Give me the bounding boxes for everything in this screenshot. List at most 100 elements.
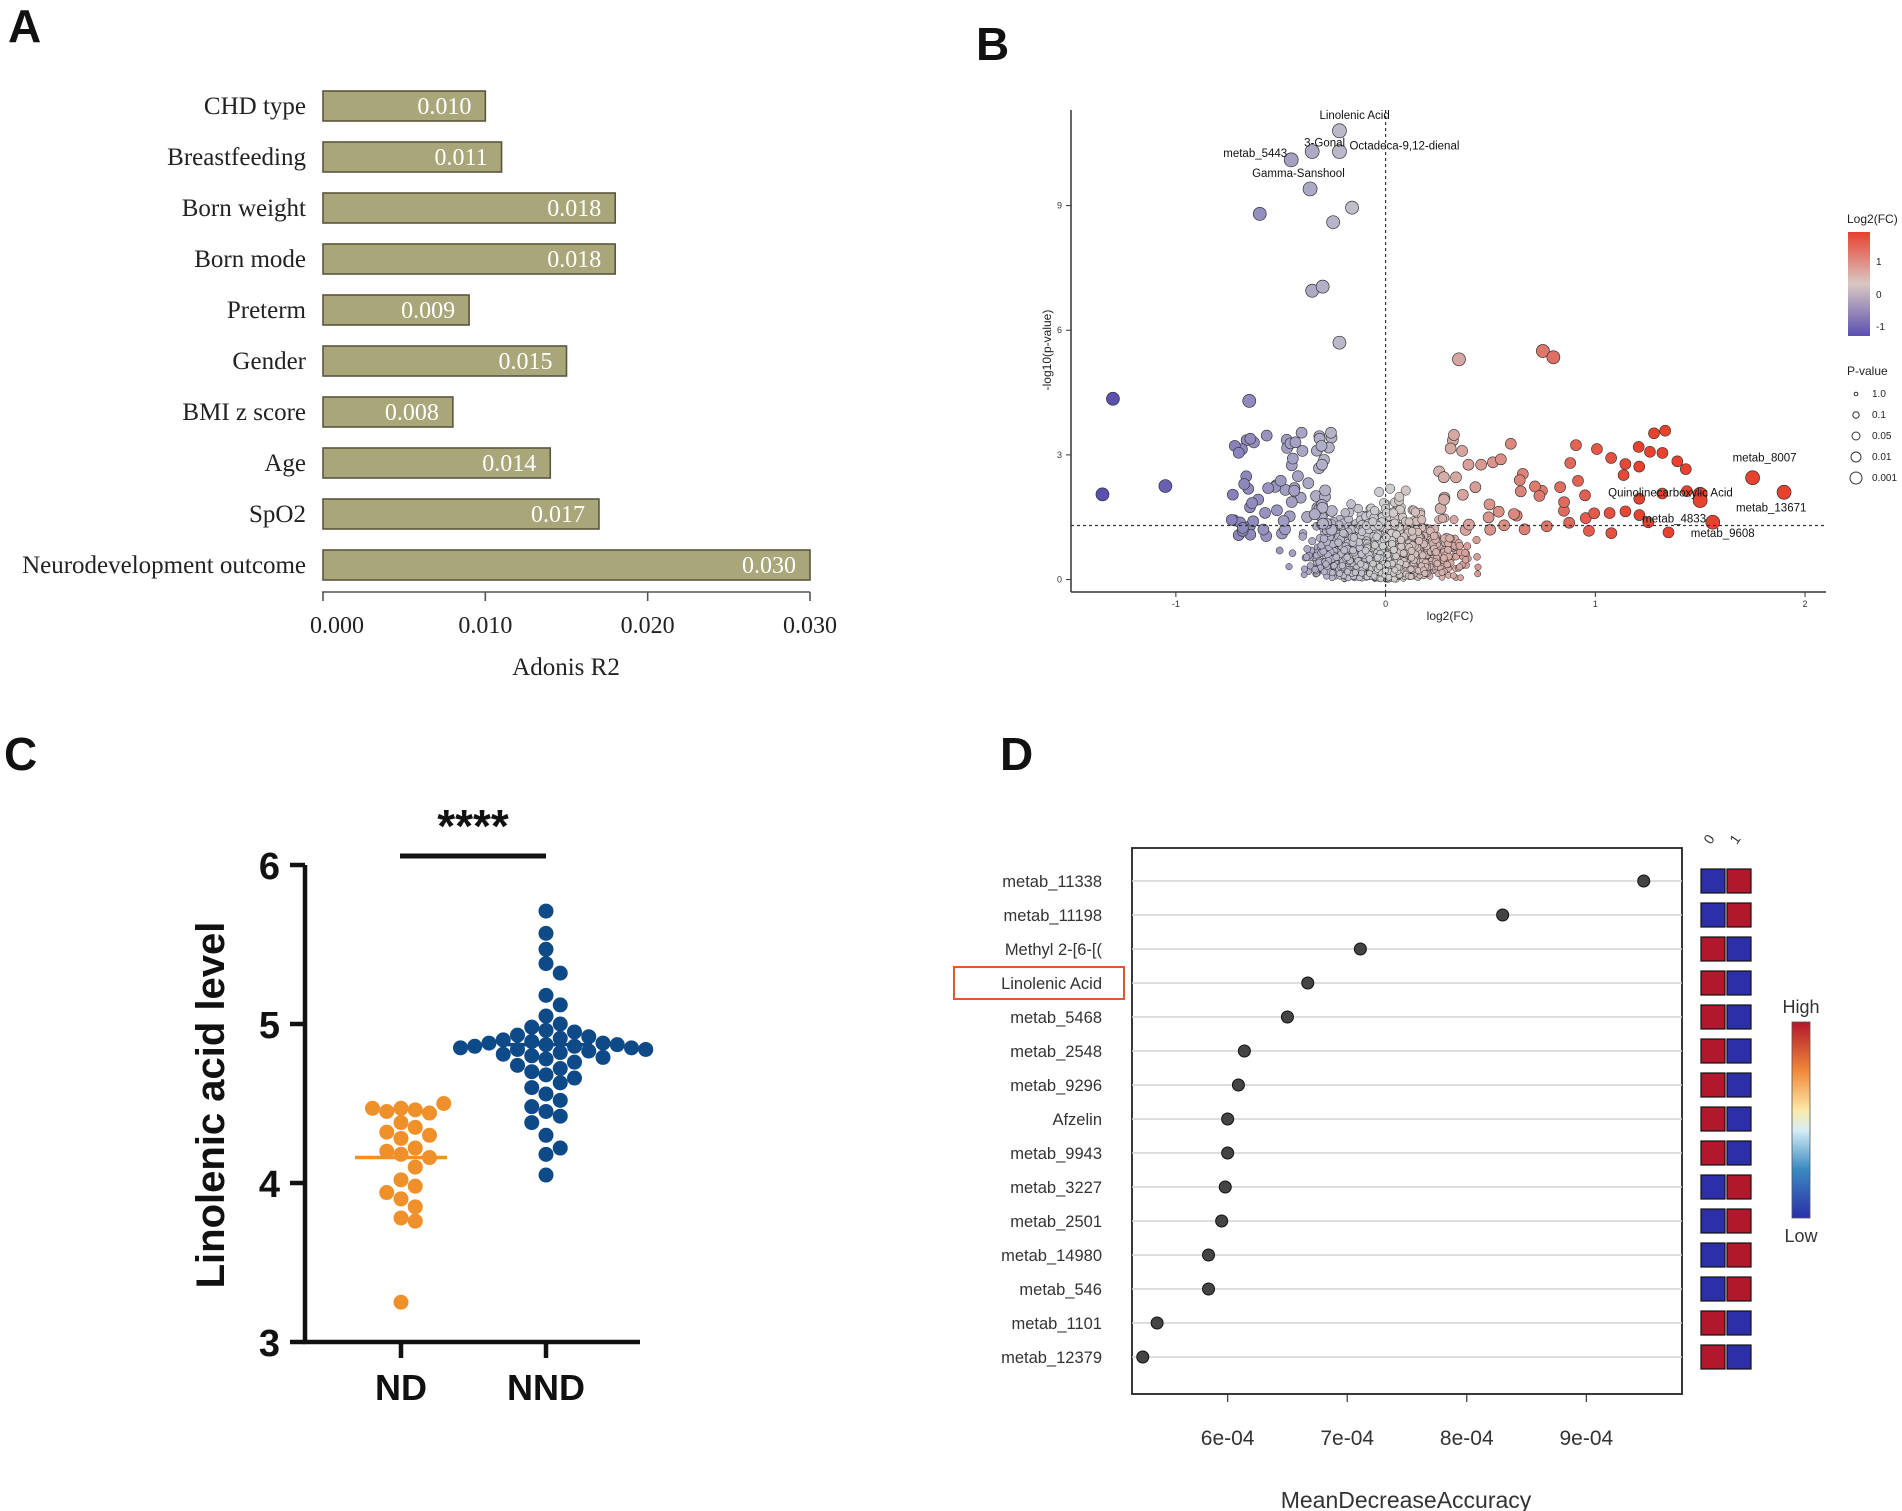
c-dot-nnd [524, 1099, 540, 1115]
d-category-label: Methyl 2-[6-[( [1005, 941, 1103, 959]
c-dot-nnd [567, 1054, 582, 1070]
b-legend-size-label: 0.05 [1872, 431, 1892, 442]
d-heatmap-cell [1726, 1276, 1752, 1302]
d-category-label: metab_14980 [1001, 1247, 1102, 1265]
b-background-point [1633, 492, 1646, 505]
b-background-point [1554, 481, 1566, 493]
d-heatmap-column-label: 1 [1726, 831, 1744, 847]
d-heatmap-cell [1700, 1310, 1726, 1336]
d-heatmap-cell [1700, 1276, 1726, 1302]
b-background-point [1583, 525, 1595, 537]
d-heatmap-cell [1726, 1072, 1752, 1098]
b-background-point [1288, 549, 1297, 557]
c-dot-nd [393, 1294, 409, 1310]
a-category-label: Breastfeeding [167, 144, 306, 171]
b-background-point [1407, 527, 1417, 536]
b-point-label: Octadeca-9,12-dienal [1349, 141, 1459, 153]
b-legend-size-key [1851, 431, 1861, 441]
b-background-point [1564, 457, 1577, 469]
d-heatmap-cell [1726, 1344, 1752, 1370]
b-point-label: 3-Gonal [1304, 138, 1345, 150]
c-dot-nnd [638, 1041, 654, 1057]
a-bar-value-label: 0.017 [531, 502, 585, 528]
a-bar [322, 447, 552, 479]
d-category-label: metab_5468 [1010, 1009, 1102, 1027]
b-background-point [1438, 569, 1446, 576]
b-background-point [1383, 550, 1392, 559]
b-background-point [1591, 443, 1603, 455]
d-heatmap-cell [1700, 1208, 1726, 1234]
d-category-label: metab_2501 [1010, 1213, 1102, 1231]
a-bar [322, 498, 600, 530]
b-background-point [1392, 530, 1401, 539]
c-dot-nd [407, 1159, 423, 1175]
c-dot-nd [379, 1143, 395, 1159]
b-background-point [1322, 560, 1330, 568]
c-dot-nnd [524, 1048, 540, 1064]
b-background-point [1394, 491, 1405, 502]
a-bar-value-label: 0.018 [547, 196, 601, 222]
b-background-point [1482, 511, 1495, 524]
c-dot-nnd [524, 1080, 540, 1096]
b-background-point [1463, 518, 1475, 531]
c-dot-nnd [552, 1140, 568, 1156]
b-background-point [1570, 439, 1582, 451]
c-dot-nnd [552, 965, 568, 981]
b-background-point [1303, 545, 1312, 553]
b-labeled-point [1332, 144, 1347, 159]
b-point-label: Gamma-Sanshool [1252, 168, 1345, 180]
b-data-point [1095, 487, 1110, 502]
c-dot-nd [393, 1115, 409, 1131]
b-background-point [1300, 571, 1308, 579]
b-data-point [1106, 391, 1120, 406]
b-labeled-point [1283, 152, 1299, 168]
d-heatmap-cell [1700, 970, 1726, 996]
b-point-label: metab_5443 [1223, 148, 1287, 160]
b-labeled-point [1304, 144, 1320, 159]
b-legend-size-key [1850, 451, 1862, 463]
b-background-point [1603, 507, 1616, 519]
a-bar [322, 90, 487, 122]
c-dot-nd [379, 1103, 395, 1119]
d-category-label: metab_11198 [1004, 907, 1102, 925]
b-background-point [1400, 485, 1411, 496]
c-dot-nnd [538, 1167, 554, 1183]
b-background-point [1472, 536, 1481, 545]
d-category-label: metab_1101 [1011, 1315, 1102, 1333]
b-background-point [1504, 437, 1517, 450]
b-x-tick-label: -1 [1172, 599, 1180, 609]
c-dot-nnd [595, 1049, 611, 1065]
c-dot-nnd [552, 1045, 568, 1061]
b-background-point [1671, 455, 1684, 468]
b-background-point [1681, 485, 1693, 497]
b-background-point [1316, 501, 1329, 514]
b-background-point [1407, 546, 1416, 555]
c-dot-nd [393, 1210, 409, 1226]
c-dot-nnd [495, 1046, 511, 1062]
d-heatmap-cell [1700, 1242, 1726, 1268]
b-background-point [1338, 562, 1346, 570]
b-background-point [1336, 570, 1343, 577]
b-background-point [1421, 570, 1429, 577]
c-dot-nd [407, 1119, 423, 1135]
c-dot-nnd [609, 1037, 625, 1053]
b-background-point [1385, 483, 1396, 494]
b-legend-color-tick: -1 [1876, 322, 1885, 333]
b-background-point [1306, 562, 1314, 570]
c-dot-nd [393, 1172, 409, 1188]
b-legend-size-label: 0.1 [1872, 410, 1886, 421]
b-background-point [1371, 541, 1379, 550]
b-background-point [1238, 478, 1250, 490]
d-category-label: metab_12379 [1001, 1349, 1102, 1367]
d-highlight-box [953, 966, 1125, 1000]
c-dot-nd [422, 1127, 437, 1143]
d-heatmap-cell [1700, 936, 1726, 962]
c-dot-nnd [624, 1040, 639, 1056]
b-background-point [1579, 489, 1591, 502]
b-y-axis-label: -log10(p-value) [1040, 310, 1054, 391]
b-background-point [1455, 541, 1464, 550]
b-background-point [1388, 508, 1398, 518]
b-background-point [1289, 436, 1302, 449]
d-heatmap-cell [1726, 1174, 1752, 1200]
b-background-point [1588, 507, 1600, 520]
